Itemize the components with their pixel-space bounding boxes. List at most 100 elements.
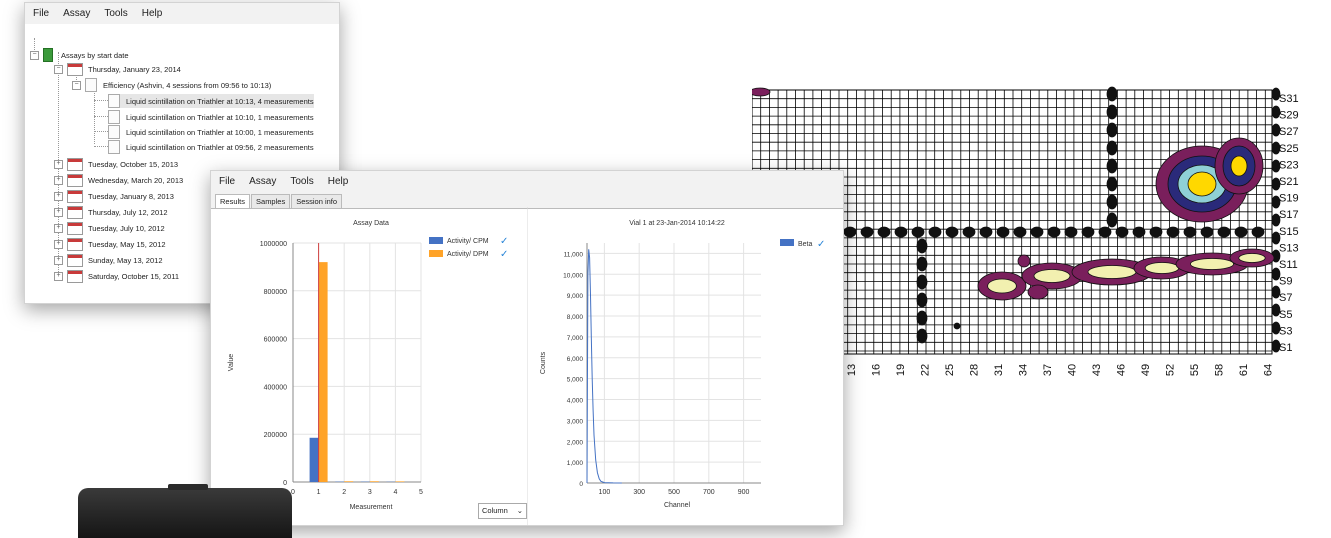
- collapse-icon[interactable]: −: [54, 65, 63, 74]
- legend-swatch: [429, 237, 443, 244]
- session-label: Liquid scintillation on Triathler at 10:…: [126, 97, 314, 106]
- menu-assay[interactable]: Assay: [249, 176, 276, 187]
- x-tick-label: 22: [920, 364, 932, 376]
- x-axis-label: Measurement: [350, 504, 393, 511]
- contour-blob: [1190, 259, 1233, 270]
- menu-help[interactable]: Help: [142, 8, 163, 19]
- y-tick-label: S3: [1279, 325, 1292, 337]
- menu-file[interactable]: File: [219, 176, 235, 187]
- tree-date-node[interactable]: − Thursday, January 23, 2014: [54, 62, 181, 76]
- contour-blob: [1252, 227, 1264, 237]
- expand-icon[interactable]: +: [54, 240, 63, 249]
- expand-icon[interactable]: +: [54, 192, 63, 201]
- menu-assay[interactable]: Assay: [63, 8, 90, 19]
- y-tick-label: 3,000: [567, 418, 584, 425]
- contour-blob: [1014, 227, 1026, 237]
- y-tick-label: 11,000: [564, 251, 584, 258]
- menu-tools[interactable]: Tools: [104, 8, 127, 19]
- contour-blob: [1107, 87, 1117, 101]
- x-tick-label: 500: [668, 489, 680, 496]
- contour-blob: [1107, 213, 1117, 227]
- expand-icon[interactable]: +: [54, 208, 63, 217]
- tree-session-node[interactable]: Liquid scintillation on Triathler at 10:…: [108, 110, 314, 124]
- results-window: File Assay Tools Help Results Samples Se…: [210, 170, 844, 526]
- check-icon: ✓: [817, 239, 825, 250]
- contour-blob: [1034, 270, 1070, 283]
- contour-blob: [1107, 159, 1117, 173]
- tree-date-node[interactable]: + Tuesday, July 10, 2012: [54, 221, 165, 235]
- contour-blob: [988, 279, 1017, 293]
- x-tick-label: 1: [317, 489, 321, 496]
- tree-session-node[interactable]: Liquid scintillation on Triathler at 10:…: [108, 125, 314, 139]
- menu-help[interactable]: Help: [328, 176, 349, 187]
- tree-session-node[interactable]: Liquid scintillation on Triathler at 09:…: [108, 140, 314, 154]
- legend-swatch: [429, 250, 443, 257]
- contour-blob: [1107, 123, 1117, 137]
- tree-root[interactable]: − Assays by start date: [30, 48, 129, 62]
- contour-blob: [1082, 227, 1094, 237]
- x-tick-label: 13: [846, 364, 858, 376]
- tree-date-node[interactable]: + Thursday, July 12, 2012: [54, 205, 168, 219]
- expand-icon[interactable]: +: [54, 224, 63, 233]
- collapse-icon[interactable]: −: [30, 51, 39, 60]
- y-tick-label: 1,000: [567, 460, 584, 467]
- tree-date-node[interactable]: + Saturday, October 15, 2011: [54, 269, 179, 283]
- contour-blob: [1031, 227, 1043, 237]
- y-tick-label: 4,000: [567, 398, 584, 405]
- menu-file[interactable]: File: [33, 8, 49, 19]
- contour-blob: [954, 323, 960, 329]
- y-axis-label: Value: [228, 354, 235, 371]
- book-icon: [43, 48, 53, 62]
- tree-assay-node[interactable]: − Efficiency (Ashvin, 4 sessions from 09…: [72, 78, 271, 92]
- tab-results[interactable]: Results: [215, 194, 250, 208]
- contour-blob: [917, 275, 927, 289]
- collapse-icon[interactable]: −: [72, 81, 81, 90]
- expand-icon[interactable]: +: [54, 256, 63, 265]
- contour-blob: [1167, 227, 1179, 237]
- expand-icon[interactable]: +: [54, 272, 63, 281]
- contour-blob: [1231, 156, 1247, 176]
- calendar-icon: [67, 190, 83, 203]
- tab-session-info[interactable]: Session info: [291, 194, 342, 208]
- tree-date-node[interactable]: + Tuesday, May 15, 2012: [54, 237, 166, 251]
- contour-blob: [917, 257, 927, 271]
- session-label: Liquid scintillation on Triathler at 10:…: [126, 128, 314, 137]
- contour-blob: [1028, 285, 1048, 299]
- expand-icon[interactable]: +: [54, 176, 63, 185]
- chart-title: Vial 1 at 23-Jan-2014 10:14:22: [629, 220, 725, 227]
- assay-document-icon: [85, 78, 97, 92]
- tree-session-node[interactable]: Liquid scintillation on Triathler at 10:…: [108, 94, 314, 108]
- x-tick-label: 100: [599, 489, 611, 496]
- y-tick-label: 8,000: [567, 314, 584, 321]
- chart-type-select[interactable]: Column ⌄: [478, 503, 527, 519]
- tree-date-node[interactable]: + Wednesday, March 20, 2013: [54, 173, 183, 187]
- y-axis-label: Counts: [540, 351, 547, 374]
- contour-blob: [752, 88, 770, 96]
- device-handle: [168, 484, 208, 490]
- contour-blob: [912, 227, 924, 237]
- calendar-icon: [67, 158, 83, 171]
- contour-blob: [1218, 227, 1230, 237]
- y-tick-label: 7,000: [567, 335, 584, 342]
- contour-blob: [1018, 255, 1030, 267]
- contour-blob: [1107, 105, 1117, 119]
- x-axis-label: Channel: [664, 502, 691, 509]
- x-tick-label: 28: [969, 364, 981, 376]
- tree-date-node[interactable]: + Tuesday, January 8, 2013: [54, 189, 174, 203]
- contour-blob: [1133, 227, 1145, 237]
- x-tick-label: 2: [342, 489, 346, 496]
- y-tick-label: S15: [1279, 226, 1299, 238]
- tree-date-node[interactable]: + Sunday, May 13, 2012: [54, 253, 163, 267]
- bar-activitydpm: [319, 262, 328, 482]
- tab-samples[interactable]: Samples: [251, 194, 290, 208]
- bar-activitydpm: [370, 481, 379, 482]
- session-document-icon: [108, 110, 120, 124]
- menu-tools[interactable]: Tools: [290, 176, 313, 187]
- x-tick-label: 37: [1042, 364, 1054, 376]
- contour-blob: [980, 227, 992, 237]
- date-label: Tuesday, October 15, 2013: [88, 160, 178, 169]
- x-tick-label: 700: [703, 489, 715, 496]
- y-tick-label: 0: [283, 480, 287, 487]
- tree-date-node[interactable]: + Tuesday, October 15, 2013: [54, 157, 178, 171]
- expand-icon[interactable]: +: [54, 160, 63, 169]
